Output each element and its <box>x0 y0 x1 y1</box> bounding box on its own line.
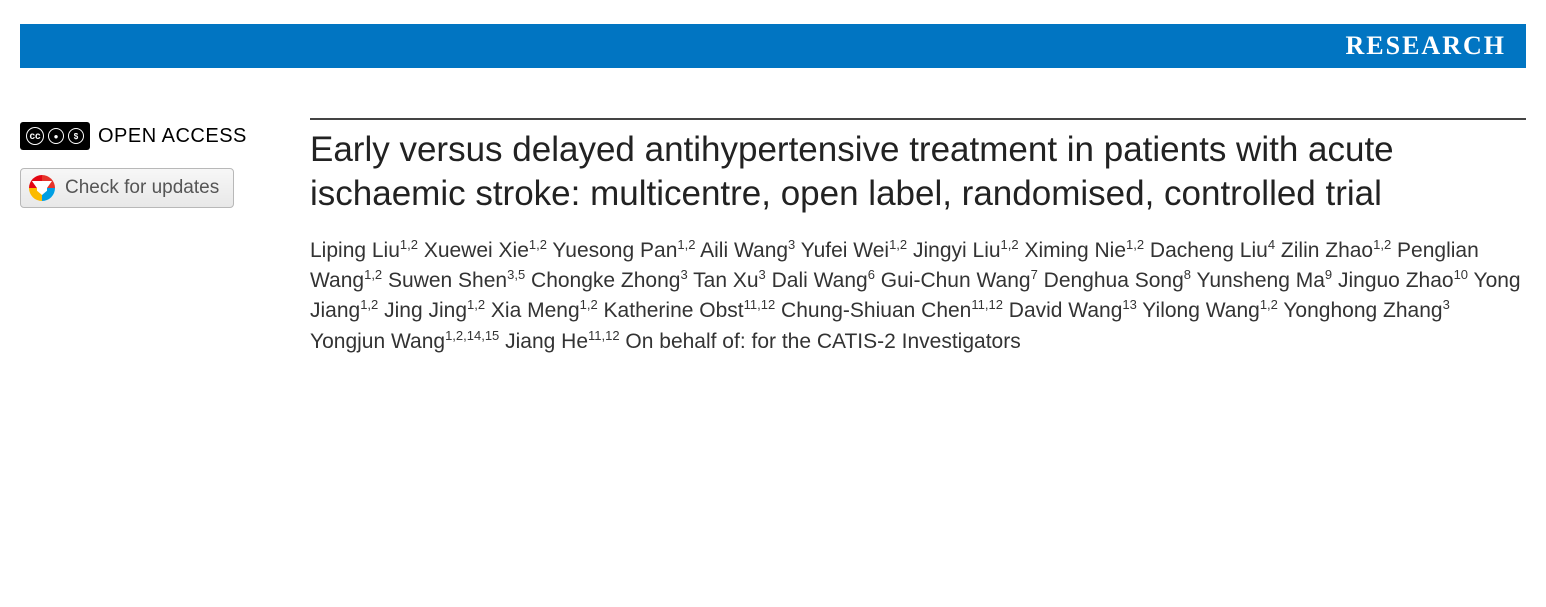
article-title: Early versus delayed antihypertensive tr… <box>310 128 1526 216</box>
content-row: cc ● $ OPEN ACCESS Check for updates Ear… <box>20 118 1526 357</box>
section-banner: RESEARCH <box>20 24 1526 68</box>
cc-license-icon: cc ● $ <box>20 122 90 150</box>
check-updates-label: Check for updates <box>65 177 219 199</box>
crossmark-icon <box>29 175 55 201</box>
main-column: Early versus delayed antihypertensive tr… <box>310 118 1526 357</box>
section-label: RESEARCH <box>1346 31 1506 61</box>
check-updates-button[interactable]: Check for updates <box>20 168 234 208</box>
author-list: Liping Liu1,2 Xuewei Xie1,2 Yuesong Pan1… <box>310 236 1526 358</box>
left-column: cc ● $ OPEN ACCESS Check for updates <box>20 118 290 357</box>
open-access-badge: cc ● $ OPEN ACCESS <box>20 122 290 150</box>
open-access-label: OPEN ACCESS <box>98 125 247 148</box>
